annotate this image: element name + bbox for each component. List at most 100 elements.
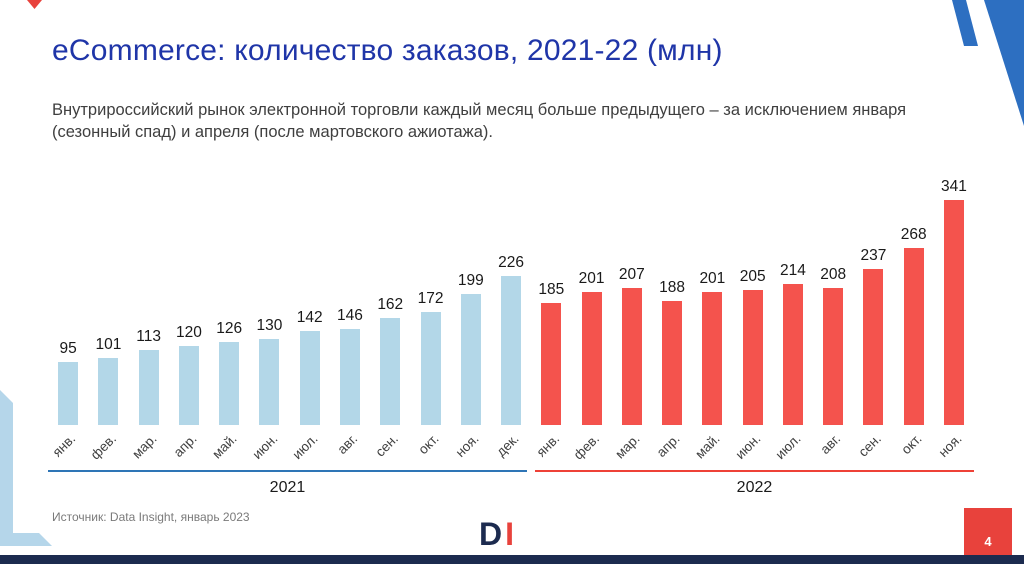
month-label: дек. (493, 431, 522, 460)
year-segment-2021: 2021 (48, 470, 527, 497)
bar-group-2022-ноя: 341 ноя. (934, 172, 974, 460)
month-label: июн. (249, 431, 281, 463)
month-label: сен. (855, 431, 885, 460)
bar-value-label: 185 (538, 281, 565, 298)
bar-group-2021-фев: 101 фев. (88, 172, 128, 462)
bar (662, 301, 683, 425)
logo-letter-i: I (505, 516, 517, 552)
bar-group-2022-апр: 188 апр. (652, 172, 692, 460)
bar-value-label: 214 (779, 262, 806, 279)
bar (259, 339, 280, 425)
bar (903, 248, 924, 425)
year-label: 2021 (269, 479, 306, 496)
bar-value-label: 120 (175, 324, 202, 341)
bar-value-label: 199 (457, 272, 484, 289)
bar (863, 269, 884, 425)
bar (702, 292, 723, 425)
bar (621, 288, 642, 425)
month-label: май. (209, 431, 240, 462)
year-axis: 2021 2022 (48, 470, 974, 497)
bar-group-2022-июн: 205 июн. (732, 172, 773, 462)
month-label: мар. (612, 431, 643, 462)
bar-group-2022-фев: 201 фев. (571, 172, 611, 462)
corner-decoration-bottom-left-vertical (0, 390, 13, 546)
bar (742, 290, 763, 425)
bar-value-label: 162 (377, 296, 404, 313)
bar-group-2021-июл: 142 июл. (289, 172, 330, 462)
month-label: апр. (653, 431, 683, 461)
bar (178, 346, 199, 425)
month-label: апр. (170, 431, 200, 461)
bar (299, 331, 320, 425)
bar (98, 358, 119, 425)
bar-value-label: 172 (417, 290, 444, 307)
bar (138, 350, 159, 425)
bar-value-label: 142 (296, 309, 323, 326)
bar-group-2021-авг: 146 авг. (330, 172, 370, 457)
source-note: Источник: Data Insight, январь 2023 (52, 510, 250, 524)
month-label: ноя. (935, 431, 965, 461)
bar-value-label: 268 (900, 226, 927, 243)
bar-group-2022-авг: 208 авг. (813, 172, 853, 457)
bar-value-label: 201 (699, 270, 726, 287)
month-label: июл. (289, 431, 321, 463)
bar-group-2021-май: 126 май. (209, 172, 249, 461)
bar-group-2022-сен: 237 сен. (853, 172, 893, 460)
bar-value-label: 113 (136, 328, 162, 345)
bar (581, 292, 602, 425)
corner-decoration-top-left (27, 0, 42, 9)
bar (58, 362, 79, 425)
bar (219, 342, 240, 425)
bar-group-2021-дек: 226 дек. (491, 172, 531, 459)
month-label: июл. (772, 431, 804, 463)
bar-group-2021-окт: 172 окт. (410, 172, 450, 457)
month-label: ноя. (452, 431, 482, 461)
bar-group-2022-янв: 185 янв. (531, 172, 571, 460)
month-label: янв. (49, 431, 79, 460)
bar-group-2022-июл: 214 июл. (772, 172, 813, 462)
bar-value-label: 188 (659, 279, 686, 296)
slide-title: eCommerce: количество заказов, 2021-22 (… (52, 34, 723, 67)
year-label: 2022 (736, 479, 773, 496)
bar (541, 303, 562, 425)
month-label: фев. (87, 431, 120, 463)
bar (339, 329, 360, 425)
logo-letter-d: D (479, 516, 506, 552)
page-number: 4 (984, 534, 992, 549)
slide-subtitle: Внутрироссийский рынок электронной торго… (52, 101, 907, 142)
bar-value-label: 208 (820, 266, 847, 283)
month-label: фев. (570, 431, 603, 463)
bar-group-2021-янв: 95 янв. (48, 172, 88, 460)
bar (782, 284, 803, 425)
month-label: июн. (732, 431, 764, 463)
month-label: окт. (898, 431, 925, 458)
bar-value-label: 205 (739, 268, 766, 285)
page-number-badge: 4 (964, 508, 1012, 555)
bar (823, 288, 844, 425)
bar-group-2021-мар: 113 мар. (129, 172, 169, 461)
bar-value-label: 95 (59, 340, 77, 357)
corner-decoration-bottom-left-horizontal (0, 533, 52, 546)
bar-group-2021-сен: 162 сен. (370, 172, 410, 460)
bar-value-label: 201 (578, 270, 605, 287)
month-label: авг. (817, 431, 844, 457)
corner-decoration-top-right-stripe (952, 0, 978, 46)
bar-value-label: 130 (256, 317, 283, 334)
bar-value-label: 146 (337, 307, 363, 324)
bar (501, 276, 522, 425)
month-label: окт. (414, 431, 442, 458)
bar-group-2021-ноя: 199 ноя. (451, 172, 491, 460)
bar (943, 200, 964, 425)
month-label: май. (692, 431, 723, 462)
month-label: янв. (533, 431, 562, 460)
bar-value-label: 226 (498, 254, 524, 271)
bar-group-2021-июн: 130 июн. (249, 172, 289, 462)
month-label: авг. (334, 431, 361, 457)
month-label: мар. (128, 431, 160, 462)
bar-group-2021-апр: 120 апр. (169, 172, 209, 460)
bar-value-label: 207 (618, 266, 645, 283)
bar-group-2022-окт: 268 окт. (894, 172, 934, 457)
bar-group-2022-мар: 207 мар. (612, 172, 652, 461)
bar (420, 312, 441, 425)
